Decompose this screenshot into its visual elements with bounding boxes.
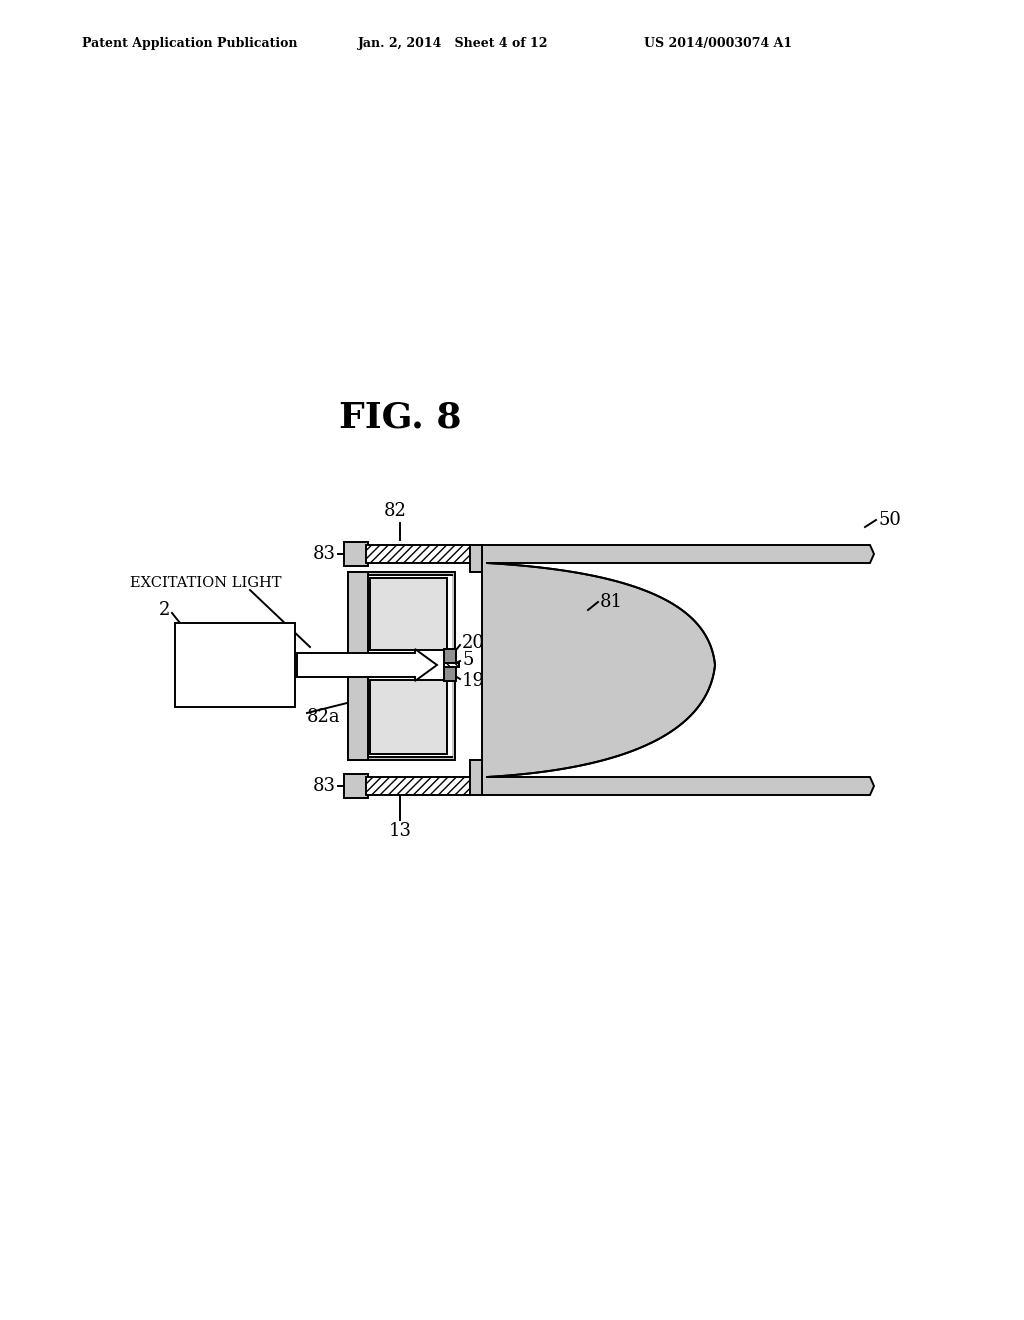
Text: Patent Application Publication: Patent Application Publication — [82, 37, 298, 50]
Text: FIG. 8: FIG. 8 — [339, 400, 461, 434]
Text: 19: 19 — [462, 672, 485, 690]
Text: 83: 83 — [313, 545, 336, 564]
Bar — [470, 545, 482, 572]
Bar — [444, 667, 456, 681]
Bar — [344, 543, 368, 566]
Bar — [368, 576, 452, 756]
Text: 50: 50 — [878, 511, 901, 529]
Text: 5: 5 — [462, 651, 473, 669]
Bar — [444, 649, 456, 663]
Text: 2: 2 — [159, 601, 170, 619]
Polygon shape — [482, 545, 874, 795]
Text: 81: 81 — [600, 593, 623, 611]
Text: US 2014/0003074 A1: US 2014/0003074 A1 — [644, 37, 793, 50]
Text: 82: 82 — [384, 502, 407, 520]
Bar — [444, 663, 459, 667]
Text: 13: 13 — [388, 822, 412, 840]
Bar — [344, 774, 368, 799]
Text: 83: 83 — [313, 777, 336, 795]
Bar — [348, 572, 368, 760]
FancyArrow shape — [297, 649, 437, 681]
Bar — [175, 623, 295, 708]
Bar — [370, 578, 447, 649]
Text: 20: 20 — [462, 634, 485, 652]
Text: 82a: 82a — [307, 708, 341, 726]
Bar — [370, 680, 447, 754]
Bar — [366, 777, 470, 795]
Text: Jan. 2, 2014   Sheet 4 of 12: Jan. 2, 2014 Sheet 4 of 12 — [358, 37, 549, 50]
Bar — [348, 572, 455, 760]
Bar — [470, 760, 482, 795]
Text: EXCITATION LIGHT: EXCITATION LIGHT — [130, 576, 282, 590]
Bar — [366, 545, 470, 564]
